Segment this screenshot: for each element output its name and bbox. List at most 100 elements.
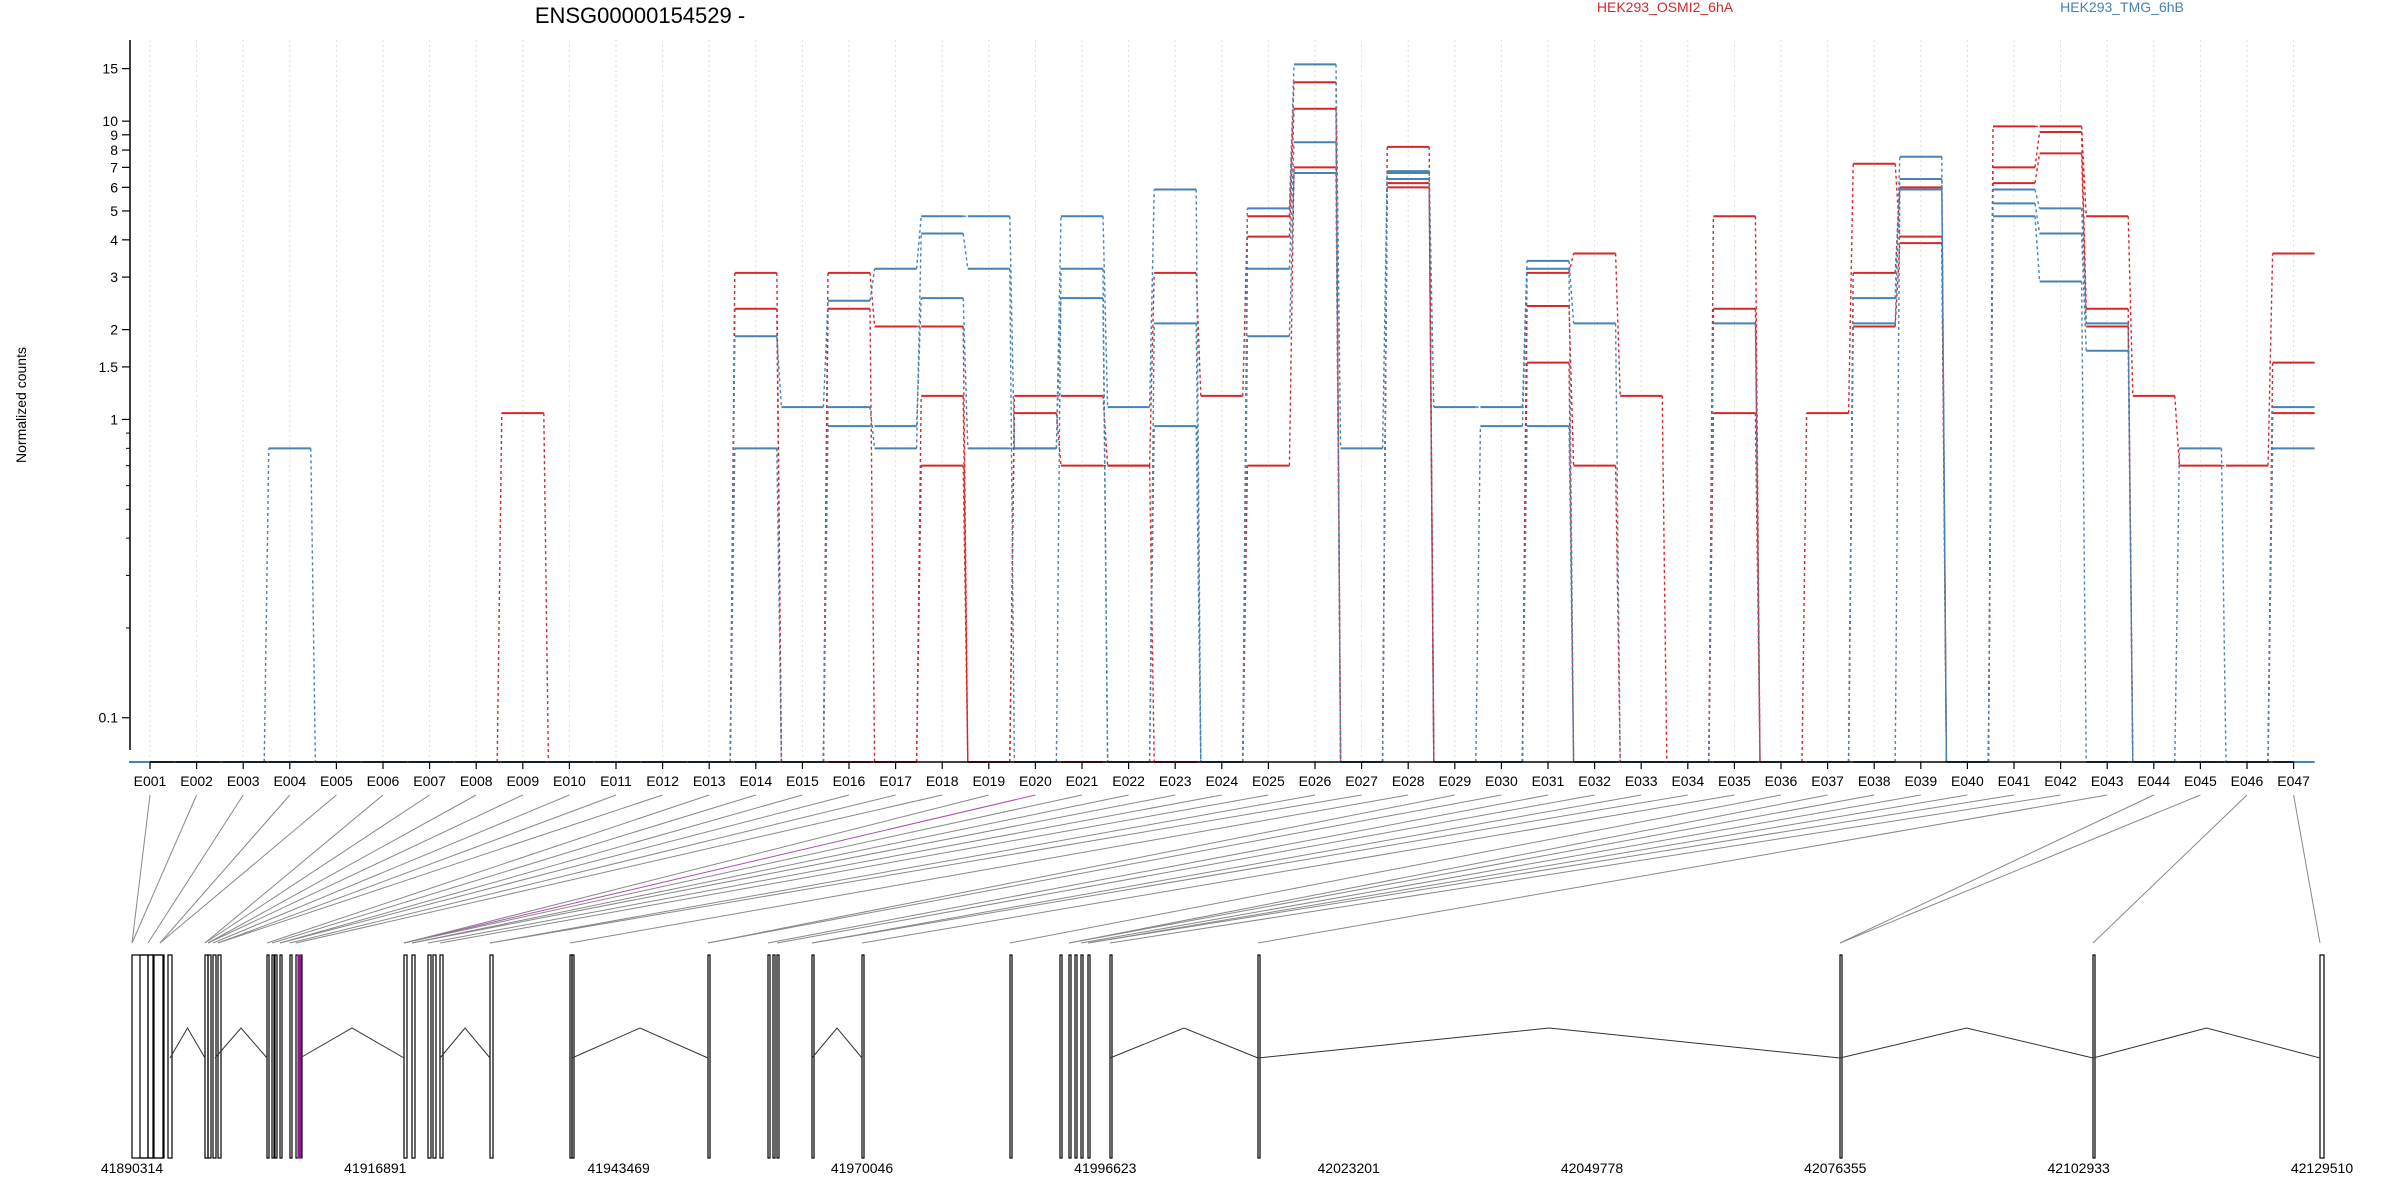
exon-connector [489,794,1316,944]
series-3-connector [2220,448,2227,762]
exon-box [212,954,217,1159]
genomic-tick-label: 41970046 [831,1160,894,1176]
exon-box [772,954,776,1159]
x-tick-label: E001 [134,773,167,789]
exon-box [861,954,865,1159]
x-tick-label: E032 [1578,773,1611,789]
series-0-connector [1661,395,1668,762]
x-tick-label: E036 [1765,773,1798,789]
y-tick-label: 8 [110,142,118,158]
series-5-connector [962,298,969,449]
exon-box [811,954,815,1159]
intron-line [571,1027,709,1059]
series-4-connector [776,448,783,762]
series-4-connector [869,407,876,449]
x-tick-label: E011 [600,773,632,789]
exon-box [571,954,575,1159]
exon-box [279,954,283,1159]
y-tick-label: 6 [110,179,118,195]
x-tick-label: E042 [2044,773,2077,789]
exon-connector [767,794,1549,944]
series-4-connector [1055,268,1062,762]
y-tick-label: 4 [110,232,118,248]
x-tick-label: E019 [972,773,1005,789]
exon-connector [289,794,896,944]
series-0-connector [496,413,503,762]
x-tick-label: E002 [180,773,213,789]
series-4-connector [729,448,736,762]
exon-connector [811,794,1688,944]
series-4-connector [1568,268,1575,762]
series-1-connector [1148,465,1155,762]
series-5-connector [1148,426,1155,762]
exon-box [411,954,416,1159]
exon-box [1059,954,1063,1159]
legend-label-osmi2: HEK293_OSMI2_6hA [1597,0,1734,15]
exon-connector [1839,794,2155,944]
series-3-connector [1568,260,1575,324]
exon-connector [1068,794,1875,944]
exon-connector [1257,794,2108,944]
x-tick-label: E013 [693,773,726,789]
x-tick-label: E027 [1345,773,1378,789]
genomic-tick-label: 42076355 [1804,1160,1867,1176]
exon-connector [279,794,803,944]
x-tick-label: E016 [833,773,866,789]
x-tick-label: E012 [646,773,679,789]
x-tick-label: E030 [1485,773,1518,789]
x-tick-label: E031 [1532,773,1565,789]
y-tick-label: 1 [110,411,118,427]
series-3-connector [1754,323,1761,762]
intron-line [169,1027,206,1059]
exon-connector [707,794,1455,944]
x-tick-label: E035 [1718,773,1751,789]
x-tick-label: E018 [926,773,959,789]
exon-connector [1839,794,2201,944]
series-4-connector [2080,233,2087,351]
exon-box [427,954,432,1159]
y-tick-label: 15 [102,61,118,77]
exon-box [432,954,437,1159]
series-3-connector [1708,323,1715,762]
series-0-connector [2080,126,2087,217]
exon-box [2319,954,2325,1159]
exon-box [207,954,212,1159]
series-2-connector [2034,153,2041,184]
genomic-tick-label: 41996623 [1074,1160,1137,1176]
series-3-connector [263,448,270,762]
exon-connector [427,794,1222,944]
exon-connector [1109,794,2061,944]
genomic-tick-label: 41916891 [344,1160,407,1176]
exon-connector [489,794,1362,944]
exon-connector [411,794,1176,944]
x-tick-label: E009 [506,773,539,789]
y-tick-label: 9 [110,127,118,143]
exon-connector [776,794,1595,944]
intron-line [1257,1027,1841,1059]
series-3-connector [1102,216,1109,408]
x-tick-label: E034 [1671,773,1704,789]
series-5-connector [1987,216,1994,762]
exon-box [767,954,771,1159]
exon-connector [217,794,663,944]
exon-connector [1087,794,1968,944]
exon-connector [204,794,384,944]
series-5-connector [1428,178,1435,762]
y-axis-label: Normalized counts [13,347,29,463]
exon-box [2092,954,2096,1159]
x-tick-label: E033 [1625,773,1658,789]
x-tick-label: E046 [2231,773,2264,789]
series-3-connector [1381,171,1388,449]
exon-connector [861,794,1735,944]
x-tick-label: E028 [1392,773,1425,789]
intron-line [439,1027,491,1059]
series-4-connector [1475,426,1482,762]
y-tick-label: 0.1 [99,710,119,726]
exon-box [274,954,278,1159]
series-3-connector [2174,448,2181,762]
exon-box [1080,954,1084,1159]
intron-line [299,1027,405,1059]
series-3-connector [2127,323,2134,762]
x-tick-label: E026 [1299,773,1332,789]
exon-box [1839,954,1843,1159]
